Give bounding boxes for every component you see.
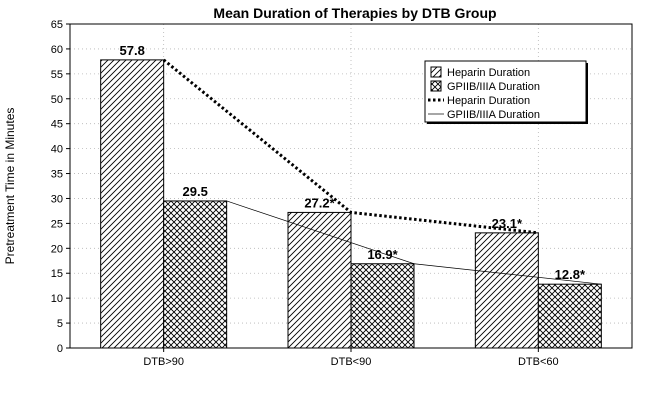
bar-value-labels: 57.8 27.2* 23.1* 29.5 16.9* 12.8* bbox=[120, 43, 586, 282]
y-tick-label-9: 45 bbox=[51, 119, 63, 131]
x-tick-label-1: DTB<90 bbox=[331, 356, 372, 368]
trend-lines bbox=[162, 58, 602, 285]
legend-label-3: GPIIB/IIIA Duration bbox=[447, 109, 540, 121]
y-axis-label: Pretreatment Time in Minutes bbox=[3, 108, 17, 265]
y-tick-label-8: 40 bbox=[51, 144, 63, 156]
chart-title: Mean Duration of Therapies by DTB Group bbox=[213, 5, 496, 21]
y-tick-label-13: 65 bbox=[51, 19, 63, 31]
bar-0-0 bbox=[100, 59, 165, 349]
y-tick-label-12: 60 bbox=[51, 44, 63, 56]
plot-frame bbox=[69, 23, 633, 349]
y-tick-label-5: 25 bbox=[51, 218, 63, 230]
x-tick-label-0: DTB>90 bbox=[143, 356, 184, 368]
y-tick-label-2: 10 bbox=[51, 293, 63, 305]
y-tick-label-6: 30 bbox=[51, 193, 63, 205]
legend-swatch-0 bbox=[430, 66, 442, 78]
y-axis-ticks: 0 5 10 15 20 25 30 35 40 45 50 55 60 65 bbox=[51, 19, 70, 355]
trend-line-0 bbox=[162, 58, 539, 235]
bar-0-2 bbox=[474, 232, 539, 349]
bar-1-0 bbox=[163, 200, 228, 349]
bar-label-1-2: 12.8* bbox=[555, 267, 586, 282]
legend-label-2: Heparin Duration bbox=[447, 95, 530, 107]
bar-label-0-1: 27.2* bbox=[304, 195, 335, 210]
x-tick-label-2: DTB<60 bbox=[518, 356, 559, 368]
bar-label-0-0: 57.8 bbox=[120, 43, 145, 58]
bar-label-1-0: 29.5 bbox=[183, 184, 208, 199]
bar-1-2 bbox=[537, 283, 602, 349]
y-tick-label-0: 0 bbox=[57, 343, 63, 355]
bar-label-1-1: 16.9* bbox=[367, 247, 398, 262]
trend-line-1 bbox=[226, 200, 602, 285]
legend-swatch-1 bbox=[430, 80, 442, 92]
x-axis-ticks: DTB>90 DTB<90 DTB<60 bbox=[143, 348, 559, 368]
legend-label-0: Heparin Duration bbox=[447, 67, 530, 79]
y-tick-label-4: 20 bbox=[51, 243, 63, 255]
y-tick-label-7: 35 bbox=[51, 169, 63, 181]
y-tick-label-11: 55 bbox=[51, 69, 63, 81]
y-tick-label-10: 50 bbox=[51, 94, 63, 106]
y-tick-label-1: 5 bbox=[57, 318, 63, 330]
bars bbox=[100, 59, 602, 349]
bar-label-0-2: 23.1* bbox=[492, 216, 523, 231]
legend: Heparin Duration GPIIB/IIIA Duration Hepar… bbox=[424, 60, 588, 124]
legend-label-1: GPIIB/IIIA Duration bbox=[447, 81, 540, 93]
legend-box bbox=[424, 60, 587, 123]
bar-0-1 bbox=[287, 211, 352, 349]
bar-1-1 bbox=[350, 263, 415, 349]
y-tick-label-3: 15 bbox=[51, 268, 63, 280]
